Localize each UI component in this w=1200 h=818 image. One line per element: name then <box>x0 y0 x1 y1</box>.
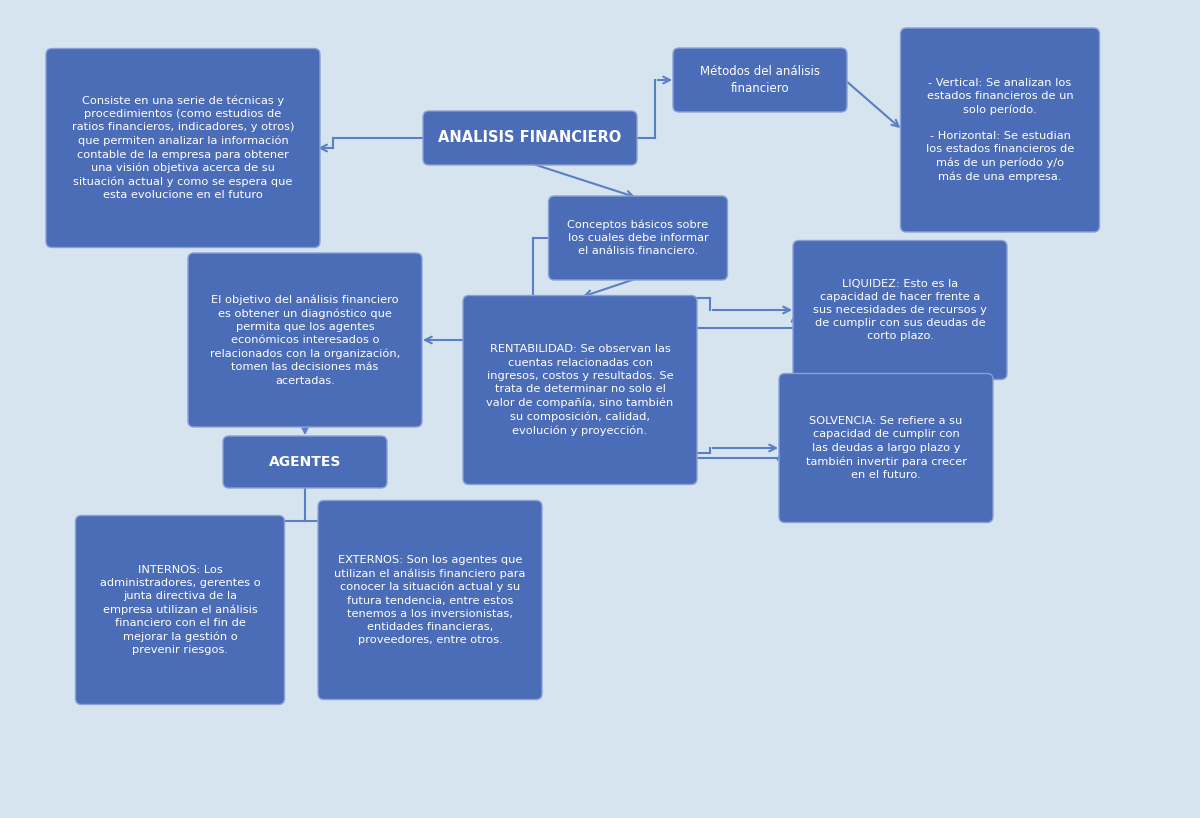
FancyBboxPatch shape <box>548 196 727 280</box>
FancyBboxPatch shape <box>76 515 284 704</box>
Text: El objetivo del análisis financiero
es obtener un diagnóstico que
permita que lo: El objetivo del análisis financiero es o… <box>210 294 400 385</box>
FancyBboxPatch shape <box>318 501 542 699</box>
Text: ANALISIS FINANCIERO: ANALISIS FINANCIERO <box>438 131 622 146</box>
FancyBboxPatch shape <box>424 111 637 165</box>
Text: - Vertical: Se analizan los
estados financieros de un
solo período.

- Horizonta: - Vertical: Se analizan los estados fina… <box>926 78 1074 182</box>
Text: EXTERNOS: Son los agentes que
utilizan el análisis financiero para
conocer la si: EXTERNOS: Son los agentes que utilizan e… <box>335 555 526 645</box>
FancyBboxPatch shape <box>673 48 847 112</box>
Text: LIQUIDEZ: Esto es la
capacidad de hacer frente a
sus necesidades de recursos y
d: LIQUIDEZ: Esto es la capacidad de hacer … <box>814 279 986 341</box>
FancyBboxPatch shape <box>793 240 1007 380</box>
Text: Consiste en una serie de técnicas y
procedimientos (como estudios de
ratios fina: Consiste en una serie de técnicas y proc… <box>72 96 294 200</box>
Text: Conceptos básicos sobre
los cuales debe informar
el análisis financiero.: Conceptos básicos sobre los cuales debe … <box>568 219 709 257</box>
FancyBboxPatch shape <box>463 295 697 484</box>
FancyBboxPatch shape <box>223 436 386 488</box>
Text: RENTABILIDAD: Se observan las
cuentas relacionadas con
ingresos, costos y result: RENTABILIDAD: Se observan las cuentas re… <box>486 344 673 436</box>
Text: AGENTES: AGENTES <box>269 455 341 469</box>
FancyBboxPatch shape <box>900 28 1099 232</box>
FancyBboxPatch shape <box>188 253 422 427</box>
Text: SOLVENCIA: Se refiere a su
capacidad de cumplir con
las deudas a largo plazo y
t: SOLVENCIA: Se refiere a su capacidad de … <box>805 416 966 479</box>
Text: INTERNOS: Los
administradores, gerentes o
junta directiva de la
empresa utilizan: INTERNOS: Los administradores, gerentes … <box>100 564 260 655</box>
Text: Métodos del análisis
financiero: Métodos del análisis financiero <box>700 65 820 95</box>
FancyBboxPatch shape <box>46 48 320 248</box>
FancyBboxPatch shape <box>779 374 994 523</box>
